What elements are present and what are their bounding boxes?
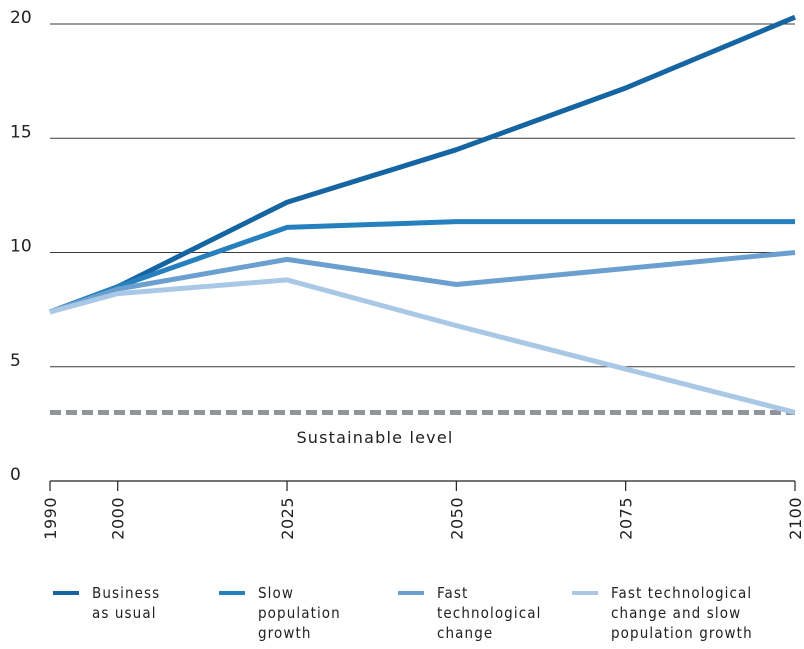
reference-line-group: Sustainable level — [50, 409, 795, 447]
legend: Business as usual Slow population growth F… — [0, 583, 804, 649]
legend-swatch — [53, 591, 79, 595]
legend-label: Slow population growth — [258, 584, 341, 642]
legend-swatch — [219, 591, 245, 595]
legend-swatch — [572, 591, 598, 595]
y-tick-label-5: 5 — [10, 351, 21, 371]
y-tick-label-20: 20 — [10, 8, 32, 28]
grid-lines — [50, 23, 795, 368]
x-tick-label-2075: 2075 — [617, 497, 636, 540]
sustainable-level-label: Sustainable level — [296, 428, 453, 447]
series-line-1 — [49, 14, 796, 315]
legend-label: Fast technological change and slow popul… — [611, 584, 753, 642]
x-tick-label-2050: 2050 — [447, 497, 466, 540]
legend-swatch — [398, 591, 424, 595]
x-tick-label-2100: 2100 — [786, 497, 804, 540]
axes — [49, 480, 796, 491]
y-tick-label-15: 15 — [10, 122, 32, 142]
y-tick-label-10: 10 — [10, 237, 32, 257]
y-tick-label-0: 0 — [10, 465, 21, 485]
x-tick-label-2000: 2000 — [109, 497, 128, 540]
series-lines — [49, 14, 796, 415]
legend-label: Business as usual — [92, 584, 161, 622]
legend-item-2: Slow population growth — [219, 583, 341, 643]
line-chart: Sustainable level 0 5 10 15 20 1990 2000 2025 20… — [10, 8, 804, 540]
legend-label: Fast technological change — [437, 584, 542, 642]
x-tick-label-2025: 2025 — [278, 497, 297, 540]
series-line-3 — [49, 250, 796, 315]
x-tick-label-1990: 1990 — [41, 497, 60, 540]
series-line-4 — [49, 277, 796, 415]
tick-labels: 0 5 10 15 20 1990 2000 2025 2050 2075 2100 — [10, 8, 804, 540]
legend-item-1: Business as usual — [53, 583, 160, 623]
legend-item-4: Fast technological change and slow popul… — [572, 583, 753, 643]
legend-item-3: Fast technological change — [398, 583, 541, 643]
